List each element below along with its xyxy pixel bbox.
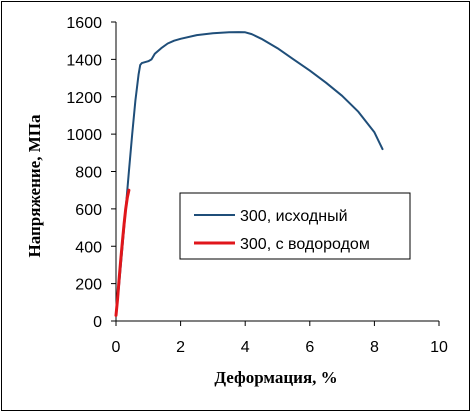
axes [111,21,440,326]
y-tick-label: 1200 [66,90,102,107]
y-tick-label: 0 [93,314,102,331]
series-line-2 [114,188,131,317]
y-tick-label: 1600 [66,15,102,32]
y-tick-label: 400 [75,239,102,256]
legend-label-series-1: 300, исходный [240,208,348,225]
x-tick-label: 2 [176,339,185,356]
y-tick-label: 800 [75,165,102,182]
series-line-1 [115,31,384,317]
y-tick-label: 1400 [66,52,102,69]
y-tick-label: 600 [75,202,102,219]
y-tick-label: 1000 [66,127,102,144]
y-tick-label: 200 [75,277,102,294]
legend-label-series-2: 300, с водородом [240,236,370,253]
x-tick-label: 10 [430,339,448,356]
series-lines [114,31,384,317]
y-tick-labels: 0 200 400 600 800 1000 1200 1400 1600 [66,15,102,331]
y-axis-label: Напряжение, МПа [25,114,44,257]
x-axis-label: Деформация, % [214,368,337,387]
x-tick-label: 8 [370,339,379,356]
legend: 300, исходный 300, с водородом [179,192,411,260]
x-tick-label: 4 [241,339,250,356]
x-tick-label: 0 [112,339,121,356]
x-tick-labels: 0 2 4 6 8 10 [112,339,448,356]
x-tick-label: 6 [305,339,314,356]
legend-box [179,192,411,260]
